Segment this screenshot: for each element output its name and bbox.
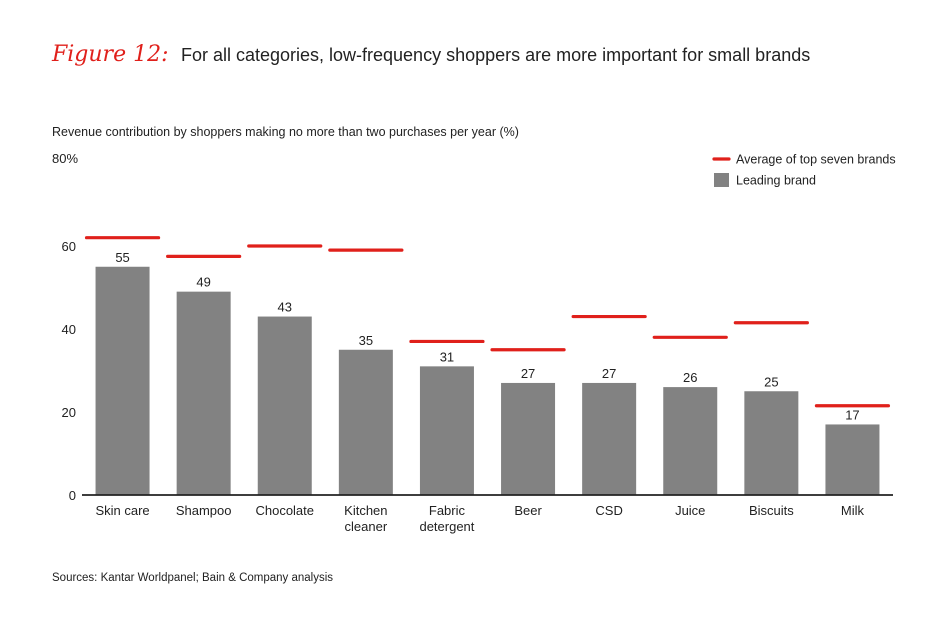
data-label: 17 [845, 407, 859, 422]
data-label: 31 [440, 349, 454, 364]
data-label: 43 [278, 300, 292, 315]
bar-leading-brand [501, 382, 556, 495]
legend-label-leading: Leading brand [736, 174, 816, 188]
source-note: Sources: Kantar Worldpanel; Bain & Compa… [52, 572, 334, 584]
legend-swatch-leading [714, 173, 729, 187]
y-tick-label: 0 [69, 488, 76, 503]
bar-leading-brand [95, 266, 150, 495]
bar-leading-brand [176, 291, 231, 495]
bar-leading-brand [419, 366, 474, 495]
x-category-label: Juice [675, 503, 705, 518]
x-category-label: Milk [841, 503, 865, 518]
legend-label-average: Average of top seven brands [736, 153, 896, 167]
chart-title: Figure 12: For all categories, low-frequ… [52, 42, 810, 67]
legend: Average of top seven brands Leading brand [712, 153, 896, 188]
data-label: 27 [521, 366, 535, 381]
y-tick-label: 20 [62, 405, 76, 420]
bar-leading-brand [582, 382, 637, 495]
x-category-label: Fabric detergent [419, 503, 474, 534]
data-label: 25 [764, 374, 778, 389]
data-label: 35 [359, 333, 373, 348]
data-label: 26 [683, 370, 697, 385]
x-category-label: Kitchen cleaner [344, 503, 388, 534]
x-category-label: Shampoo [176, 503, 232, 518]
x-category-label: Biscuits [749, 503, 794, 518]
x-category-label: Skin care [95, 503, 149, 518]
y-axis-title: Revenue contribution by shoppers making … [52, 125, 519, 139]
x-category-label: CSD [595, 503, 622, 518]
y-axis-max-label: 80% [52, 151, 79, 166]
bar-leading-brand [338, 349, 393, 495]
figure-title: For all categories, low-frequency shoppe… [180, 45, 811, 65]
bar-leading-brand [744, 391, 799, 495]
bar-leading-brand [825, 424, 880, 495]
y-tick-label: 40 [62, 322, 76, 337]
bar-leading-brand [257, 316, 312, 495]
x-category-label: Chocolate [255, 503, 314, 518]
figure-label: Figure 12: [52, 42, 169, 67]
data-label: 55 [115, 250, 129, 265]
data-label: 49 [196, 275, 210, 290]
plot-area: 0 20 40 60 55 Skin care 49 Shampoo 43 Chocolate 35… [62, 236, 893, 534]
x-category-label: Beer [514, 503, 542, 518]
bar-leading-brand [663, 387, 718, 495]
y-tick-label: 60 [62, 239, 76, 254]
data-label: 27 [602, 366, 616, 381]
